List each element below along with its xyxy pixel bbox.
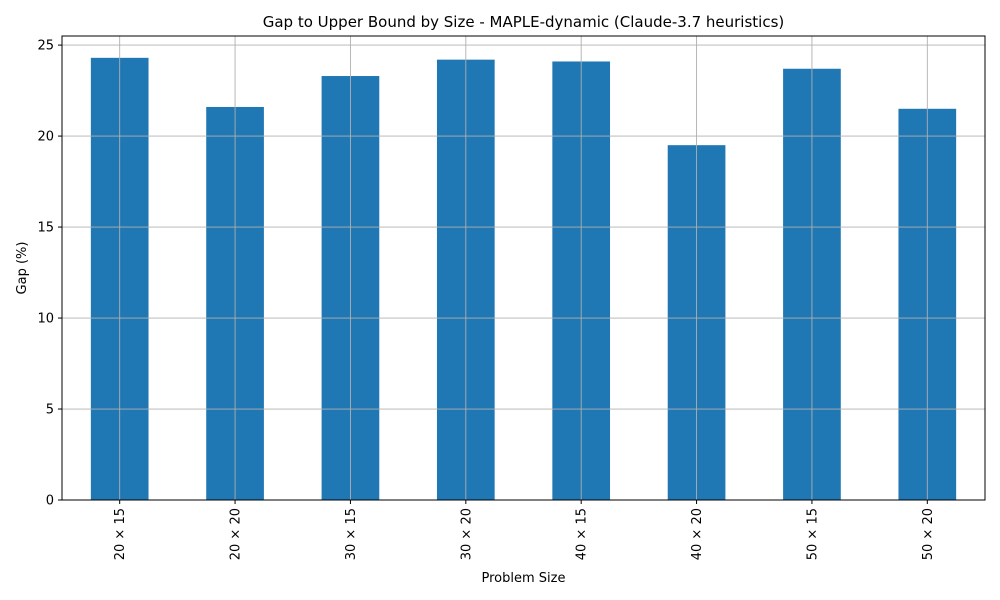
chart-title: Gap to Upper Bound by Size - MAPLE-dynam…	[263, 13, 785, 31]
tick-labels: 0 5 10 15 20 25 20 × 15 20 × 20 30 × 15 30 × 20 40…	[37, 39, 935, 561]
y-tick-label-4: 20	[37, 130, 54, 145]
axes	[58, 35, 986, 504]
x-tick-label-3: 30 × 20	[459, 508, 474, 560]
y-tick-label-3: 15	[37, 221, 54, 236]
y-tick-label-1: 5	[46, 403, 54, 418]
grid-lines	[62, 36, 985, 501]
x-tick-label-5: 40 × 20	[690, 508, 705, 560]
x-tick-label-1: 20 × 20	[229, 508, 244, 560]
bars	[90, 57, 957, 501]
x-tick-label-2: 30 × 15	[344, 508, 359, 560]
x-tick-label-6: 50 × 15	[805, 508, 820, 560]
y-tick-label-2: 10	[37, 312, 54, 327]
x-tick-label-4: 40 × 15	[575, 508, 590, 560]
y-axis-label: Gap (%)	[15, 242, 30, 295]
y-tick-label-5: 25	[37, 39, 54, 54]
x-tick-label-7: 50 × 20	[921, 508, 936, 560]
y-tick-label-0: 0	[46, 494, 54, 509]
x-tick-label-0: 20 × 15	[113, 508, 128, 560]
x-axis-label: Problem Size	[482, 571, 566, 586]
plot-frame	[61, 35, 986, 501]
